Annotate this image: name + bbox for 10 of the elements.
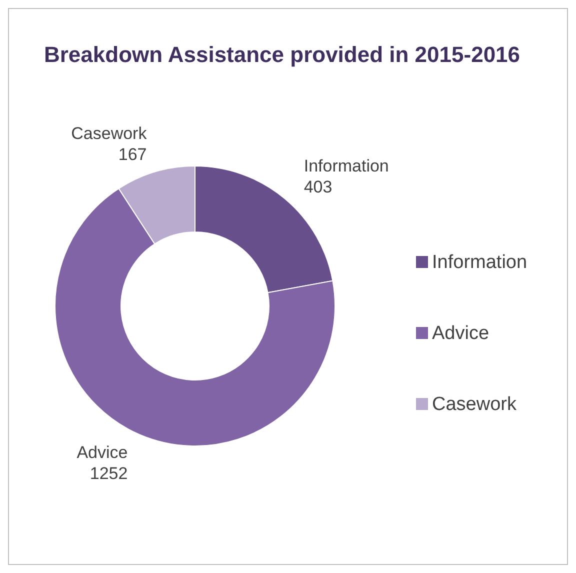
slice-label: Advice — [76, 443, 128, 462]
data-label: 167 — [118, 145, 147, 164]
legend-label: Information — [432, 252, 528, 273]
data-label: 1252 — [90, 464, 128, 484]
slice-label: Casework — [71, 124, 148, 143]
data-label: 403 — [304, 177, 332, 196]
chart-title: Breakdown Assistance provided in 2015-2016 — [44, 42, 520, 67]
legend-label: Advice — [432, 323, 490, 344]
legend-label: Casework — [432, 394, 517, 415]
slice-label: Information — [304, 156, 389, 176]
